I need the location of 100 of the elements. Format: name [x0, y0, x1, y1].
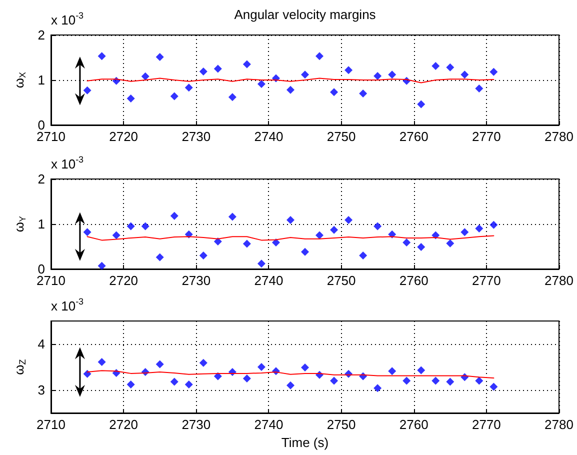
x-tick-label: 2730	[182, 273, 211, 288]
point	[83, 228, 92, 236]
point	[374, 222, 382, 230]
point	[272, 238, 280, 246]
point	[330, 226, 338, 234]
x-tick-label: 2740	[254, 273, 284, 288]
point	[257, 260, 266, 268]
x-axis-title: Time (s)	[281, 434, 329, 450]
x-tick-label: 2780	[544, 273, 574, 288]
point	[374, 72, 382, 80]
point	[301, 363, 309, 372]
x-tick-label: 2720	[109, 417, 138, 432]
point	[257, 80, 266, 88]
point	[330, 88, 338, 96]
point	[170, 212, 178, 220]
point	[359, 252, 368, 260]
point	[141, 72, 150, 80]
x-tick-label: 2780	[544, 129, 574, 144]
x-tick-label: 2720	[109, 129, 138, 144]
point	[316, 52, 324, 60]
point	[460, 70, 469, 79]
point	[344, 66, 353, 74]
y-axis-title: ωZ	[11, 358, 28, 375]
point	[475, 84, 484, 93]
x-tick-label: 2770	[472, 417, 501, 432]
point	[344, 216, 353, 224]
point	[374, 384, 382, 392]
point	[126, 222, 135, 230]
point	[199, 67, 208, 76]
point	[126, 94, 135, 102]
point	[228, 93, 236, 102]
point	[402, 376, 411, 385]
point	[242, 60, 251, 68]
y-tick-label: 4	[38, 336, 45, 352]
point	[214, 372, 222, 380]
x-tick-label: 2760	[399, 129, 428, 144]
y-tick-label: 2	[38, 28, 45, 42]
point	[184, 84, 193, 92]
x-tick-label: 2760	[399, 417, 428, 432]
y-axis-title: ωY	[11, 216, 28, 232]
x-tick-label: 2720	[109, 273, 138, 288]
point	[214, 238, 222, 246]
x-tick-label: 2760	[399, 273, 428, 288]
point	[316, 231, 324, 240]
x-tick-label: 2750	[326, 129, 356, 144]
point	[417, 366, 426, 374]
x-tick-label: 2750	[326, 417, 356, 432]
x-tick-label: 2730	[182, 417, 211, 432]
point	[199, 358, 208, 367]
x-tick-label: 2750	[326, 273, 356, 288]
point	[156, 53, 164, 62]
y-tick-label: 2	[38, 172, 45, 186]
x-tick-label: 2710	[36, 417, 66, 432]
point	[432, 62, 440, 70]
y-axis-title: ωX	[11, 72, 28, 88]
point	[446, 63, 454, 72]
point	[490, 382, 498, 391]
point	[286, 381, 294, 390]
point	[156, 253, 164, 262]
y-tick-label: 1	[38, 216, 45, 232]
point	[446, 239, 454, 248]
point	[330, 376, 338, 385]
point	[432, 376, 440, 385]
point	[184, 380, 193, 388]
point	[126, 380, 135, 388]
point	[388, 70, 396, 79]
point	[475, 376, 484, 385]
point	[417, 242, 426, 251]
point	[257, 363, 266, 371]
x-tick-label: 2770	[472, 129, 501, 144]
point	[170, 92, 178, 100]
point	[460, 228, 469, 236]
point	[214, 64, 222, 73]
point	[475, 224, 484, 232]
x-tick-label: 2730	[182, 129, 211, 144]
point	[98, 358, 106, 366]
point	[402, 238, 411, 246]
point	[301, 248, 309, 256]
x-tick-label: 2740	[254, 417, 284, 432]
point	[98, 52, 106, 60]
x-tick-label: 2770	[472, 273, 501, 288]
point	[242, 240, 251, 248]
y-tick-label: 3	[38, 382, 45, 398]
point	[156, 360, 164, 368]
x-tick-label: 2780	[544, 417, 574, 432]
point	[141, 222, 150, 230]
point	[242, 374, 251, 382]
point	[388, 367, 396, 376]
y-tick-label: 1	[38, 72, 45, 88]
point	[98, 262, 106, 270]
point	[301, 70, 309, 79]
point	[112, 231, 120, 240]
point	[83, 86, 92, 94]
point	[83, 370, 92, 378]
point	[417, 100, 426, 108]
point	[228, 212, 236, 221]
point	[170, 378, 178, 386]
x-tick-label: 2740	[254, 129, 284, 144]
chart-title: Angular velocity margins	[234, 7, 376, 22]
point	[286, 86, 294, 94]
